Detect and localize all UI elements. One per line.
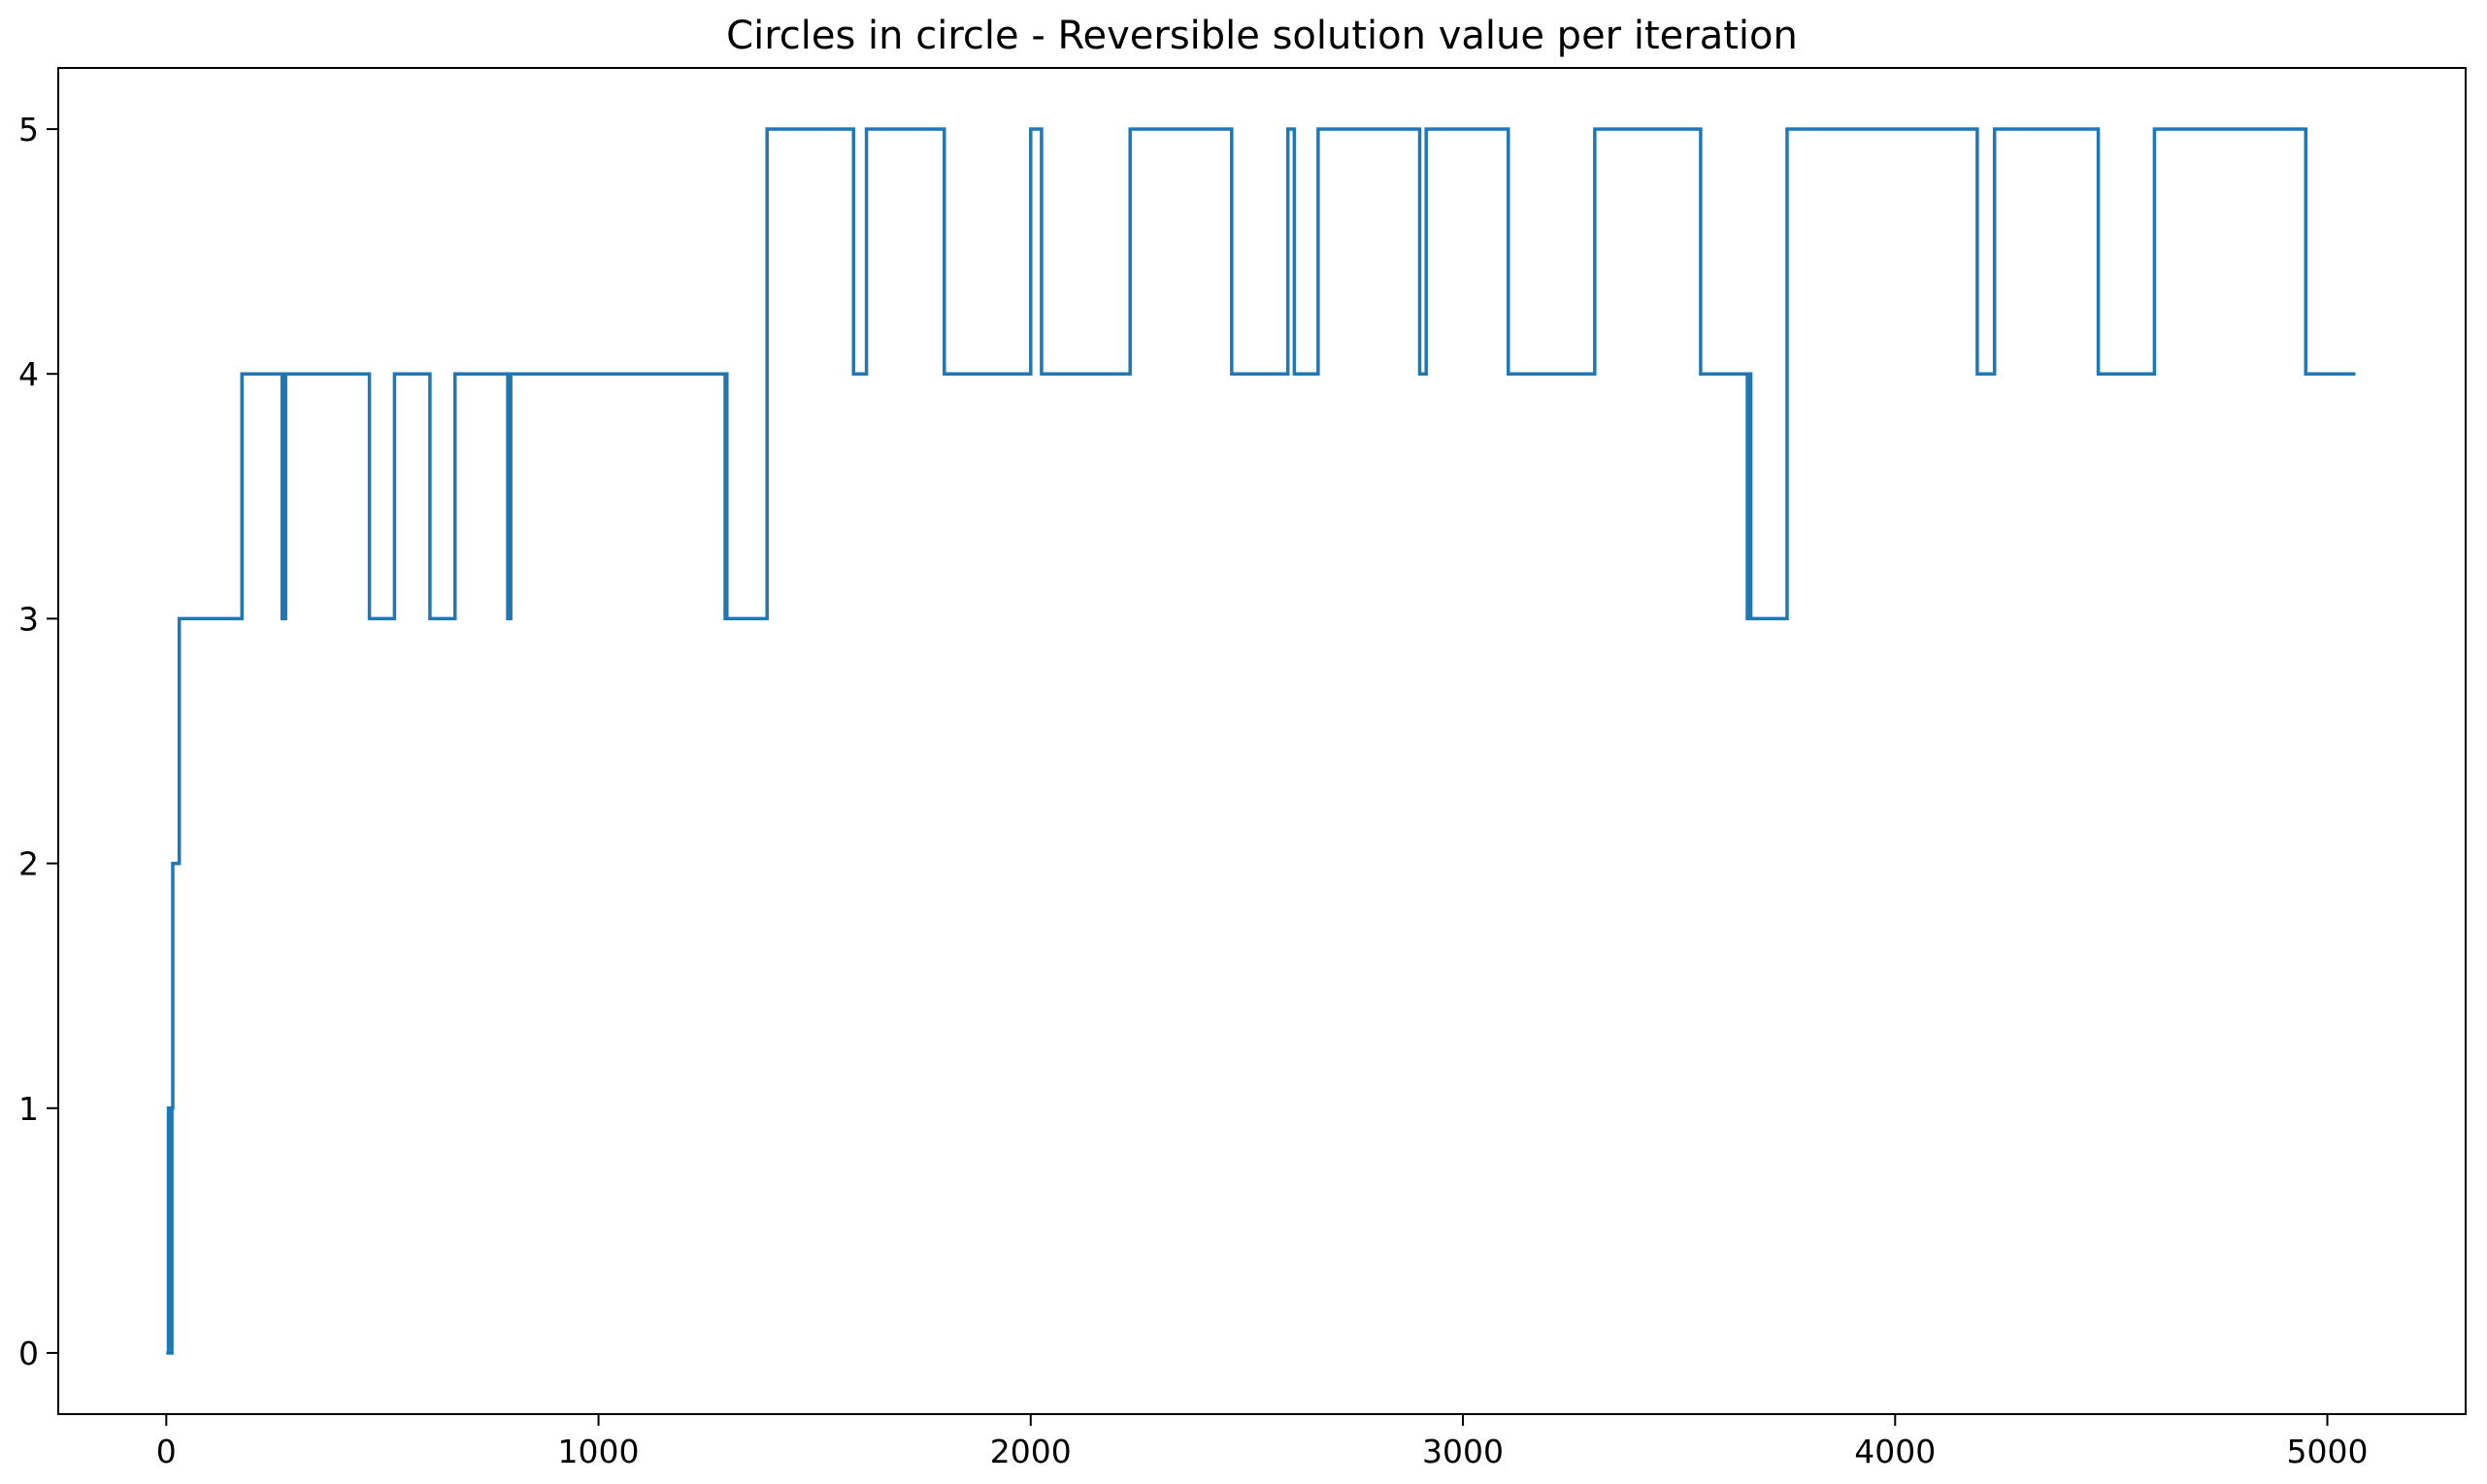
plot-frame (57, 67, 2467, 1415)
x-tick-label: 1000 (558, 1433, 640, 1470)
y-tick-label: 1 (18, 1090, 39, 1128)
x-tick-label: 0 (156, 1433, 177, 1470)
y-tick-label: 0 (18, 1335, 39, 1372)
x-tick-label: 4000 (1854, 1433, 1936, 1470)
chart-title: Circles in circle - Reversible solution … (726, 14, 1798, 58)
series-line (166, 127, 2356, 1355)
x-axis: 0 1000 2000 3000 4000 5000 (156, 1414, 2369, 1470)
x-tick-label: 3000 (1422, 1433, 1504, 1470)
y-axis: 0 1 2 3 4 5 (18, 111, 58, 1372)
x-tick-label: 2000 (990, 1433, 1072, 1470)
x-tick-label: 5000 (2287, 1433, 2369, 1470)
y-tick-label: 4 (18, 355, 39, 393)
y-tick-label: 2 (18, 845, 39, 883)
y-tick-label: 5 (18, 111, 39, 148)
y-tick-label: 3 (18, 600, 39, 638)
